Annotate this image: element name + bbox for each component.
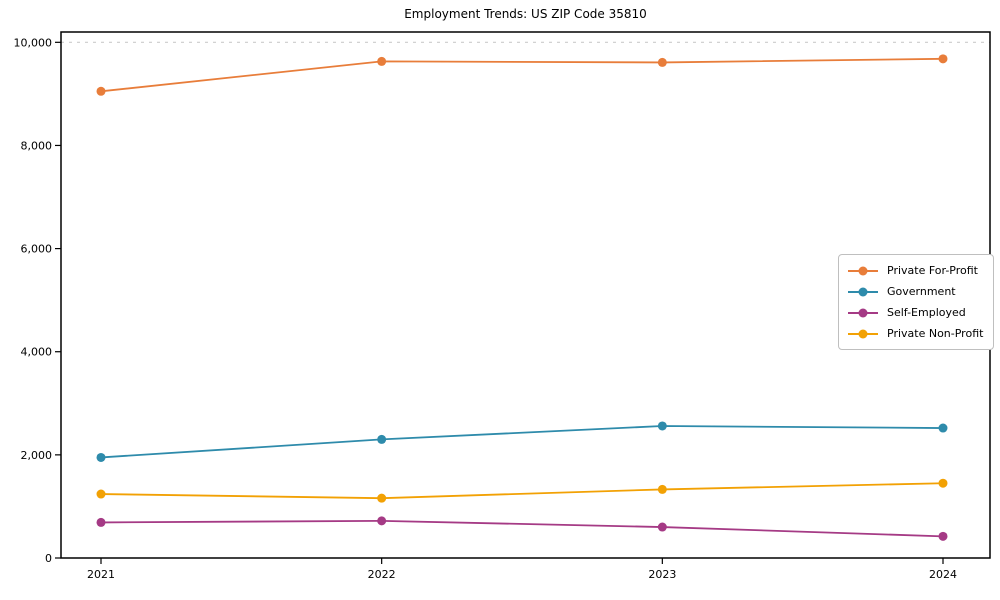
- y-tick-label: 10,000: [14, 36, 53, 49]
- y-tick-label: 8,000: [21, 139, 53, 152]
- data-point-private-non-profit-2022: [377, 493, 387, 503]
- legend-dot-icon: [858, 308, 868, 317]
- data-point-government-2024: [938, 423, 948, 433]
- legend-item-private-non-profit: Private Non-Profit: [848, 323, 983, 344]
- data-point-government-2021: [96, 452, 106, 462]
- legend-item-private-for-profit: Private For-Profit: [848, 260, 983, 281]
- data-point-private-non-profit-2021: [96, 489, 106, 499]
- data-point-self-employed-2021: [96, 517, 106, 527]
- data-point-private-for-profit-2023: [657, 57, 667, 67]
- data-point-private-for-profit-2021: [96, 86, 106, 96]
- legend-line-icon: [848, 266, 878, 275]
- x-tick-label: 2021: [87, 568, 115, 581]
- y-tick-label: 6,000: [21, 243, 53, 256]
- series-line-private-for-profit: [100, 57, 944, 93]
- data-point-private-for-profit-2024: [938, 54, 948, 64]
- legend: Private For-Profit Government Self-Employe…: [838, 254, 995, 350]
- legend-dot-icon: [858, 266, 868, 275]
- y-tick-label: 4,000: [21, 346, 53, 359]
- legend-label: Private For-Profit: [887, 264, 978, 277]
- data-point-self-employed-2023: [657, 522, 667, 532]
- data-point-self-employed-2024: [938, 531, 948, 541]
- data-point-government-2022: [377, 434, 387, 444]
- series-line-government: [100, 425, 944, 459]
- series-line-self-employed: [100, 519, 944, 538]
- x-tick-label: 2022: [368, 568, 396, 581]
- legend-dot-icon: [858, 287, 868, 296]
- legend-dot-icon: [858, 329, 868, 338]
- y-tick-label: 0: [45, 552, 52, 565]
- data-point-government-2023: [657, 421, 667, 431]
- data-point-private-for-profit-2022: [377, 56, 387, 66]
- legend-label: Self-Employed: [887, 306, 966, 319]
- legend-label: Government: [887, 285, 956, 298]
- x-tick-label: 2024: [929, 568, 957, 581]
- legend-label: Private Non-Profit: [887, 327, 984, 340]
- legend-item-government: Government: [848, 281, 983, 302]
- chart-title: Employment Trends: US ZIP Code 35810: [404, 7, 647, 21]
- y-tick-label: 2,000: [21, 449, 53, 462]
- legend-line-icon: [848, 287, 878, 296]
- legend-line-icon: [848, 308, 878, 317]
- legend-item-self-employed: Self-Employed: [848, 302, 983, 323]
- data-point-private-non-profit-2024: [938, 478, 948, 488]
- data-point-private-non-profit-2023: [657, 484, 667, 494]
- series-line-private-non-profit: [100, 482, 944, 500]
- data-point-self-employed-2022: [377, 516, 387, 526]
- legend-line-icon: [848, 329, 878, 338]
- x-tick-label: 2023: [648, 568, 676, 581]
